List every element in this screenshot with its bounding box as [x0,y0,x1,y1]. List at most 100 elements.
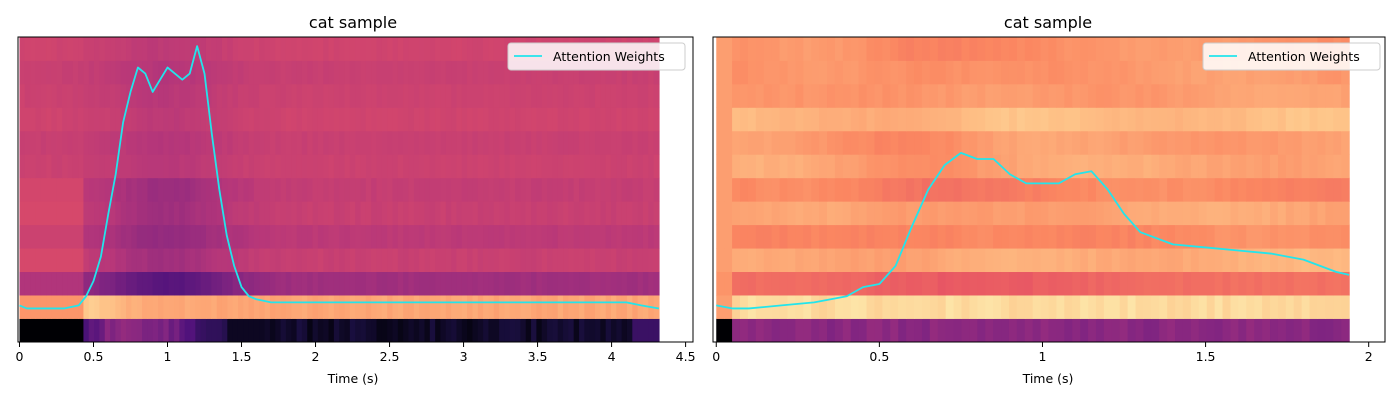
heatmap-cell [1190,295,1200,319]
heatmap-cell [626,248,633,273]
heatmap-cell [1135,177,1145,202]
heatmap-cell [1119,177,1129,202]
heatmap-cell [349,154,356,179]
heatmap-cell [1103,201,1113,226]
heatmap-cell [850,37,860,61]
heatmap-cell [152,248,159,273]
heatmap-cell [755,248,765,273]
heatmap-cell [898,248,907,273]
heatmap-cell [163,154,170,179]
heatmap-cell [929,318,939,343]
heatmap-cell [445,224,452,249]
heatmap-cell [94,130,101,155]
heatmap-cell [248,130,255,155]
heatmap-cell [1222,295,1232,319]
heatmap-cell [227,318,234,343]
heatmap-cell [488,295,495,319]
heatmap-cell [483,177,490,202]
heatmap-cell [232,224,239,249]
heatmap-cell [1135,107,1145,132]
heatmap-cell [483,83,490,108]
heatmap-cell [88,224,95,249]
heatmap-cell [285,295,292,319]
heatmap-cell [914,60,923,85]
heatmap-cell [626,107,633,132]
heatmap-cell [317,248,324,273]
heatmap-cell [504,271,511,296]
heatmap-cell [1262,154,1271,179]
heatmap-cell [914,318,923,343]
heatmap-cell [1325,177,1334,202]
heatmap-cell [1175,60,1184,85]
heatmap-cell [779,60,789,85]
heatmap-cell [360,318,367,343]
heatmap-cell [285,271,292,296]
heatmap-cell [344,37,351,61]
heatmap-cell [424,224,431,249]
heatmap-cell [531,271,537,296]
heatmap-cell [40,130,47,155]
heatmap-cell [882,248,891,273]
heatmap-cell [1032,107,1042,132]
heatmap-cell [811,177,820,202]
heatmap-cell [1262,83,1271,108]
heatmap-cell [221,295,228,319]
heatmap-cell [504,37,511,61]
heatmap-cell [477,83,484,108]
heatmap-cell [515,60,521,85]
heatmap-cell [435,154,442,179]
heatmap-cell [771,83,781,108]
heatmap-cell [296,177,303,202]
heatmap-cell [504,130,511,155]
heatmap-cell [945,177,955,202]
heatmap-cell [296,224,303,249]
heatmap-cell [1024,318,1034,343]
legend-entry-label: Attention Weights [553,49,665,64]
heatmap-cell [413,248,420,273]
heatmap-cell [579,248,585,273]
heatmap-cell [376,60,383,85]
heatmap-cell [747,201,757,226]
heatmap-cell [472,224,479,249]
heatmap-cell [763,37,773,61]
heatmap-cell [120,295,127,319]
heatmap-cell [120,224,127,249]
heatmap-cell [131,154,138,179]
heatmap-cell [1151,130,1160,155]
heatmap-cell [1325,271,1334,296]
heatmap-cell [78,224,85,249]
heatmap-cell [104,318,111,343]
heatmap-cell [40,83,47,108]
heatmap-cell [467,83,474,108]
heatmap-cell [392,130,399,155]
heatmap-cell [365,107,372,132]
heatmap-cell [819,107,828,132]
heatmap-cell [190,295,196,319]
heatmap-cell [906,177,915,202]
heatmap-cell [381,130,388,155]
heatmap-cell [1254,83,1263,108]
heatmap-cell [232,37,239,61]
heatmap-cell [1238,271,1247,296]
heatmap-cell [296,201,303,226]
heatmap-cell [397,130,404,155]
heatmap-cell [985,318,994,343]
heatmap-cell [882,60,891,85]
heatmap-cell [264,154,271,179]
heatmap-cell [515,271,521,296]
heatmap-cell [1008,248,1018,273]
heatmap-cell [317,107,324,132]
heatmap-cell [1175,248,1184,273]
heatmap-cell [1254,295,1263,319]
heatmap-cell [429,107,436,132]
heatmap-cell [435,295,442,319]
heatmap-cell [24,154,31,179]
heatmap-cell [874,37,883,61]
heatmap-cell [461,295,468,319]
heatmap-cell [472,130,479,155]
heatmap-cell [1135,295,1145,319]
heatmap-cell [56,224,63,249]
heatmap-cell [874,83,883,108]
heatmap-cell [1317,271,1326,296]
heatmap-cell [1119,60,1129,85]
